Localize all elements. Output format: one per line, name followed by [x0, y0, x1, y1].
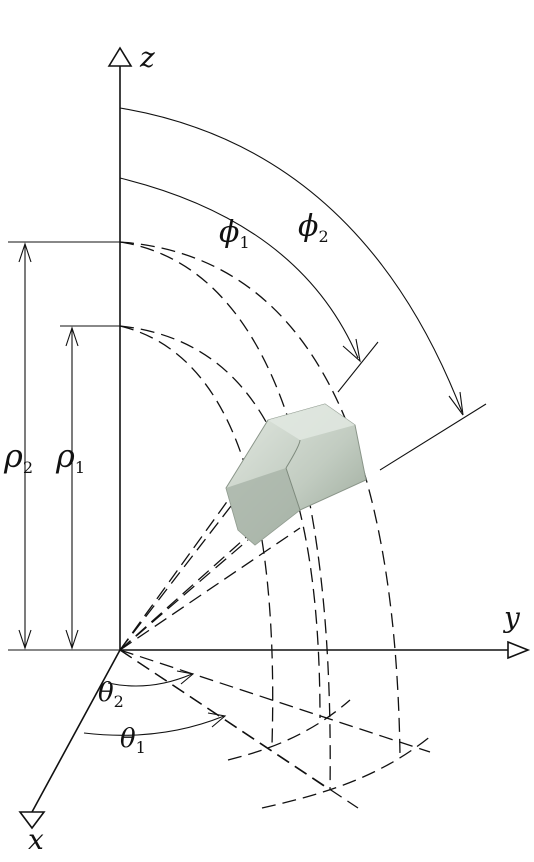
floor-line-theta2 [119, 649, 431, 753]
z-axis-arrowhead [107, 46, 133, 67]
volume-element-front-face [226, 468, 300, 545]
x-axis [31, 649, 121, 813]
radial-line-4 [119, 527, 301, 651]
meridian-inner-2 [119, 325, 321, 719]
phi1-tick [337, 341, 379, 393]
meridian-outer-1 [119, 241, 331, 791]
x-axis-arrowhead [18, 811, 46, 830]
theta-arcs [83, 670, 227, 736]
phi1-arc [119, 177, 359, 359]
rho2-label: ρ2 [4, 437, 33, 477]
floor-line-3 [119, 649, 331, 791]
theta2-label: θ2 [98, 678, 124, 711]
phi1-label: ϕ1 [219, 215, 250, 252]
volume-element-top-face [268, 404, 355, 440]
phi2-arrowhead [448, 391, 464, 416]
meridian-inner-1 [119, 325, 274, 746]
rho2-arrow-bottom [18, 629, 32, 650]
radial-line-1 [119, 491, 235, 651]
theta1-arrowhead [207, 712, 227, 728]
theta1-label: θ1 [120, 724, 146, 757]
phi-arcs [119, 107, 487, 471]
rho1-label: ρ1 [56, 437, 85, 477]
phi2-tick [379, 403, 487, 471]
phi1-arrowhead [342, 338, 361, 363]
theta2-arc [107, 673, 193, 687]
rho1-arrow-bottom [65, 629, 79, 650]
axes [18, 46, 531, 830]
volume-element [225, 403, 367, 546]
floor-arc-outer [261, 734, 433, 809]
rho-dimensions [8, 241, 120, 651]
volume-element-edge [285, 439, 301, 511]
z-axis-label: z [140, 41, 155, 74]
theta1-arc [83, 715, 225, 736]
rho1-arrow-top [65, 326, 79, 347]
rho2-arrow-top [18, 242, 32, 263]
floor-arc-inner [227, 699, 351, 761]
theta2-arrowhead [176, 670, 195, 685]
phi2-arc [119, 107, 463, 413]
x-axis-label: x [28, 823, 44, 856]
y-axis-label: y [504, 601, 520, 634]
meridian-outer-2 [119, 241, 401, 756]
phi2-label: ϕ2 [298, 209, 329, 246]
y-axis-arrowhead [507, 640, 531, 660]
